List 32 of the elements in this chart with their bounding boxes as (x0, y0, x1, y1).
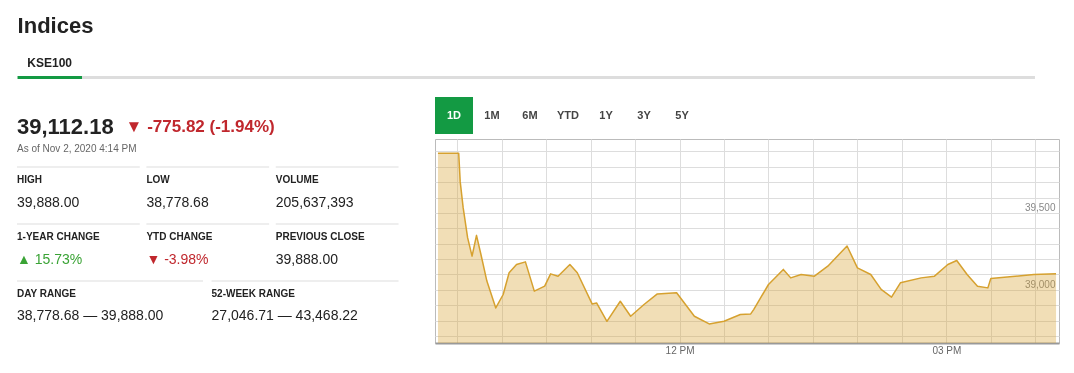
y-tick-label: 39,000 (1024, 279, 1056, 291)
x-tick-label: 03 PM (932, 344, 962, 356)
text: 3Y (637, 109, 652, 121)
text: 38,778.68 (146, 194, 209, 210)
text: Indices (17, 13, 94, 39)
text: ▼ -775.82 (-1.94%) (125, 117, 275, 136)
text: 1M (484, 109, 500, 121)
text: 39,112.18 (17, 114, 114, 139)
text: YTD CHANGE (146, 231, 213, 242)
text: 39,888.00 (275, 251, 339, 267)
text: 52-WEEK RANGE (211, 288, 296, 299)
text: DAY RANGE (17, 288, 77, 299)
text: 1Y (599, 109, 614, 121)
x-tick-label: 12 PM (665, 344, 695, 356)
text: 1D (446, 109, 462, 121)
text: 39,888.00 (17, 194, 80, 210)
text: LOW (146, 174, 171, 185)
text: HIGH (17, 174, 42, 185)
text: 5Y (675, 109, 690, 121)
text: PREVIOUS CLOSE (275, 231, 366, 242)
text: 6M (522, 109, 538, 121)
text: 38,778.68 — 39,888.00 (17, 307, 164, 323)
text: 205,637,393 (275, 194, 354, 210)
text: As of Nov 2, 2020 4:14 PM (17, 143, 137, 154)
text: YTD (557, 109, 580, 121)
text: 1-YEAR CHANGE (17, 231, 101, 242)
y-tick-label: 39,500 (1024, 202, 1056, 214)
text: 27,046.71 — 43,468.22 (211, 307, 359, 323)
text: VOLUME (275, 174, 319, 185)
text: ▲ 15.73% (17, 251, 83, 267)
text: ▼ -3.98% (146, 251, 209, 267)
text: KSE100 (27, 56, 73, 71)
